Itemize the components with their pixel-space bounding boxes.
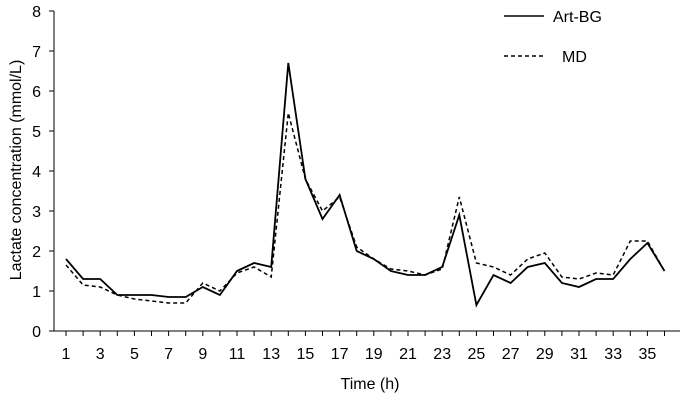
y-tick-label: 8 [32,4,41,21]
x-axis-label: Time (h) [341,376,400,393]
y-tick-label: 6 [32,84,41,101]
series-line-art-bg [65,62,666,308]
x-tick-label: 9 [198,346,207,363]
x-tick-label: 11 [229,346,246,363]
x-tick-label: 23 [433,346,451,363]
legend-label-md: MD [562,49,587,66]
x-tick-label: 3 [96,346,105,363]
series-line-md [65,112,666,304]
y-ticks: 0 1 2 3 4 5 6 7 8 [32,4,54,341]
x-tick-label: 15 [297,346,315,363]
y-axis-label: Lactate concentration (mmol/L) [8,60,25,281]
x-tick-label: 17 [331,346,349,363]
y-tick-label: 4 [32,164,41,181]
y-tick-label: 7 [32,44,41,61]
x-tick-label: 25 [468,346,486,363]
x-tick-label: 19 [365,346,383,363]
x-ticks: 1 3 5 7 9 11 13 15 17 19 21 23 25 27 29 31 33 35 [62,331,665,363]
x-tick-label: 7 [164,346,173,363]
x-tick-label: 31 [570,346,588,363]
y-tick-label: 2 [32,244,41,261]
x-tick-label: 27 [502,346,520,363]
x-tick-label: 35 [639,346,657,363]
x-tick-label: 29 [536,346,554,363]
x-tick-label: 1 [62,346,71,363]
y-tick-label: 1 [32,284,41,301]
legend-label-art-bg: Art-BG [553,9,602,26]
legend: Art-BG MD [504,9,602,66]
y-tick-label: 3 [32,204,41,221]
x-tick-label: 33 [604,346,622,363]
series-layer [65,62,666,308]
x-tick-label: 21 [399,346,417,363]
x-tick-label: 13 [262,346,280,363]
x-tick-label: 5 [130,346,139,363]
y-tick-label: 5 [32,124,41,141]
y-tick-label: 0 [32,324,41,341]
